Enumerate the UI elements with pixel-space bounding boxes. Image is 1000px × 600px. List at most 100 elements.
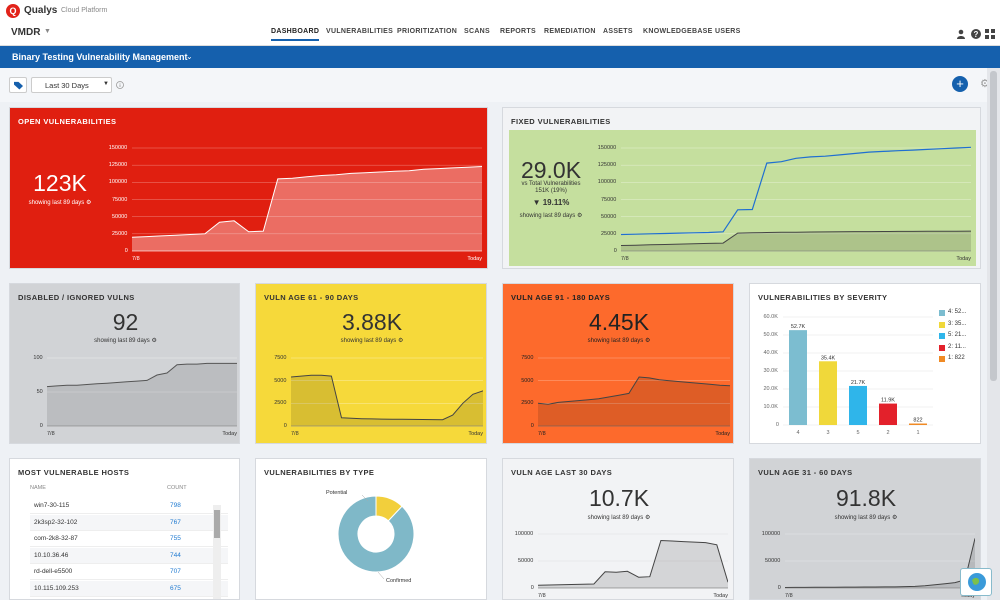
fixed-area bbox=[621, 231, 971, 251]
y-tick-label: 150000 bbox=[597, 145, 617, 151]
severity-bar bbox=[849, 385, 867, 425]
table-scrollbar[interactable] bbox=[213, 505, 221, 599]
host-count-link[interactable]: 707 bbox=[170, 568, 181, 575]
gear-icon: ⚙ bbox=[576, 213, 583, 219]
age91-trend-chart: 7/8 Today bbox=[538, 357, 730, 437]
table-scrollbar-thumb[interactable] bbox=[214, 510, 220, 538]
showing-label: showing last 89 days ⚙ bbox=[519, 213, 583, 219]
vulns-by-type-card[interactable]: VULNERABILITIES BY TYPE Potential Confirm… bbox=[255, 458, 487, 600]
info-icon[interactable] bbox=[116, 81, 124, 89]
age61-line bbox=[291, 374, 483, 421]
table-row[interactable]: com-2k8-32-87 755 bbox=[30, 531, 228, 547]
date-range-select[interactable]: Last 30 Days ▼ bbox=[31, 77, 112, 93]
vuln-age-91-180-card[interactable]: VULN AGE 91 - 180 DAYS 4.45K showing las… bbox=[502, 283, 734, 444]
x-tick-end: Today bbox=[713, 593, 728, 599]
settings-gear-icon[interactable]: ⚙ bbox=[980, 78, 990, 90]
x-tick-start: 7/8 bbox=[538, 431, 546, 437]
tab-vulnerabilities[interactable]: VULNERABILITIES bbox=[326, 28, 394, 35]
y-tick-label: 50000 bbox=[518, 558, 534, 564]
tab-prioritization[interactable]: PRIORITIZATION bbox=[397, 28, 458, 35]
host-name: 10.115.109.253 bbox=[34, 584, 79, 592]
dashboard-title[interactable]: Binary Testing Vulnerability Management bbox=[12, 52, 188, 62]
host-count-link[interactable]: 767 bbox=[170, 518, 181, 526]
host-name: 10.10.36.46 bbox=[34, 551, 69, 559]
host-count-link[interactable]: 755 bbox=[170, 535, 181, 542]
tab-remediation[interactable]: REMEDIATION bbox=[544, 28, 596, 35]
open-vulns-value: 123K bbox=[33, 170, 87, 196]
y-tick-label: 100000 bbox=[761, 531, 781, 537]
age30-value: 10.7K bbox=[588, 485, 650, 511]
plus-icon: + bbox=[956, 76, 964, 91]
y-tick-label: 2500 bbox=[521, 400, 534, 407]
y-tick-label: 7500 bbox=[521, 355, 534, 361]
legend-label[interactable]: 5: 21... bbox=[948, 332, 967, 338]
age91-area bbox=[538, 377, 730, 426]
apps-grid-icon[interactable] bbox=[985, 29, 995, 39]
change-indicator: ▼ 19.11% bbox=[532, 198, 570, 207]
date-range-value: Last 30 Days bbox=[45, 81, 89, 90]
scrollbar-thumb[interactable] bbox=[990, 71, 997, 381]
vuln-age-31-60-card[interactable]: VULN AGE 31 - 60 DAYS 91.8K showing last… bbox=[749, 458, 981, 600]
severity-bar bbox=[819, 361, 837, 425]
fixed-card-body bbox=[509, 130, 976, 266]
y-tick-label: 0 bbox=[777, 585, 781, 591]
module-selector[interactable]: VMDR bbox=[11, 27, 41, 38]
table-row[interactable]: win7-30-115 798 bbox=[30, 498, 228, 514]
bar-data-label: 11.9K bbox=[881, 398, 895, 404]
x-tick-start: 7/8 bbox=[47, 431, 55, 437]
most-vulnerable-hosts-card[interactable]: MOST VULNERABLE HOSTS NAME COUNT win7-30… bbox=[9, 458, 240, 600]
vuln-age-last-30-card[interactable]: VULN AGE LAST 30 DAYS 10.7K showing last… bbox=[502, 458, 734, 600]
fixed-vulnerabilities-card[interactable]: FIXED VULNERABILITIES 29.0K vs Total Vul… bbox=[502, 107, 981, 269]
table-row[interactable]: rd-dell-e5500 707 bbox=[30, 564, 228, 580]
host-count-link[interactable]: 675 bbox=[170, 584, 181, 592]
tab-users[interactable]: USERS bbox=[715, 28, 741, 35]
disabled-ignored-card[interactable]: DISABLED / IGNORED VULNS 92 showing last… bbox=[9, 283, 240, 444]
table-row[interactable]: 10.10.36.46 744 bbox=[30, 547, 228, 564]
y-tick-label: 75000 bbox=[601, 196, 617, 203]
card-title: VULN AGE LAST 30 DAYS bbox=[511, 468, 613, 477]
user-icon[interactable] bbox=[956, 29, 966, 39]
table-row[interactable]: 10.115.109.253 675 bbox=[30, 580, 228, 597]
hosts-table: win7-30-115 798 2k3sp2-32-102 767 com-2k8-32… bbox=[10, 492, 236, 599]
confirmed-label: Confirmed bbox=[386, 578, 411, 584]
legend-label[interactable]: 1: 822 bbox=[948, 355, 965, 361]
dashboard-chevron-icon[interactable]: ⌄ bbox=[186, 52, 193, 61]
y-tick-label: 100000 bbox=[514, 531, 534, 537]
open-vulnerabilities-card[interactable]: OPEN VULNERABILITIES 123K showing last 8… bbox=[9, 107, 488, 269]
x-tick-end: Today bbox=[960, 593, 975, 599]
y-tick-label: 50.0K bbox=[763, 332, 778, 338]
help-icon[interactable]: ? bbox=[971, 29, 981, 39]
gear-icon: ⚙ bbox=[644, 338, 651, 344]
page-scrollbar[interactable] bbox=[987, 68, 1000, 600]
tab-assets[interactable]: ASSETS bbox=[603, 28, 633, 35]
column-header-count[interactable]: COUNT bbox=[167, 485, 187, 491]
tab-knowledgebase[interactable]: KNOWLEDGEBASE bbox=[643, 28, 713, 35]
card-title: VULN AGE 31 - 60 DAYS bbox=[758, 468, 853, 477]
tab-scans[interactable]: SCANS bbox=[464, 28, 491, 35]
legend-label[interactable]: 4: 52... bbox=[948, 309, 967, 315]
fixed-line bbox=[621, 230, 971, 246]
tag-filter-button[interactable] bbox=[9, 77, 27, 93]
table-row[interactable]: 2k3sp2-32-102 767 bbox=[30, 514, 228, 531]
host-name: 2k3sp2-32-102 bbox=[34, 518, 78, 526]
y-tick-label: 0 bbox=[530, 423, 534, 429]
add-widget-button[interactable]: + bbox=[952, 76, 968, 92]
corner-badge-icon bbox=[960, 568, 992, 596]
tab-reports[interactable]: REPORTS bbox=[500, 28, 536, 35]
column-header-name[interactable]: NAME bbox=[30, 485, 46, 491]
showing-label: showing last 89 days ⚙ bbox=[834, 515, 898, 521]
chevron-down-icon[interactable]: ▼ bbox=[44, 28, 51, 35]
legend-label[interactable]: 3: 35... bbox=[948, 320, 967, 327]
showing-label: showing last 89 days ⚙ bbox=[340, 338, 404, 344]
card-title: VULNERABILITIES BY TYPE bbox=[264, 468, 375, 477]
host-count-link[interactable]: 798 bbox=[170, 502, 181, 509]
age91-value: 4.45K bbox=[588, 309, 650, 335]
legend-swatch bbox=[939, 344, 945, 351]
tab-dashboard[interactable]: DASHBOARD bbox=[271, 28, 320, 41]
host-count-link[interactable]: 744 bbox=[170, 551, 181, 559]
vulns-by-severity-card[interactable]: VULNERABILITIES BY SEVERITY 52.7K 4 35.4K 3… bbox=[749, 283, 981, 444]
severity-bar bbox=[909, 423, 927, 425]
y-tick-label: 2500 bbox=[274, 400, 287, 407]
vuln-age-61-90-card[interactable]: VULN AGE 61 - 90 DAYS 3.88K showing last… bbox=[255, 283, 487, 444]
legend-label[interactable]: 2: 11... bbox=[948, 343, 966, 350]
